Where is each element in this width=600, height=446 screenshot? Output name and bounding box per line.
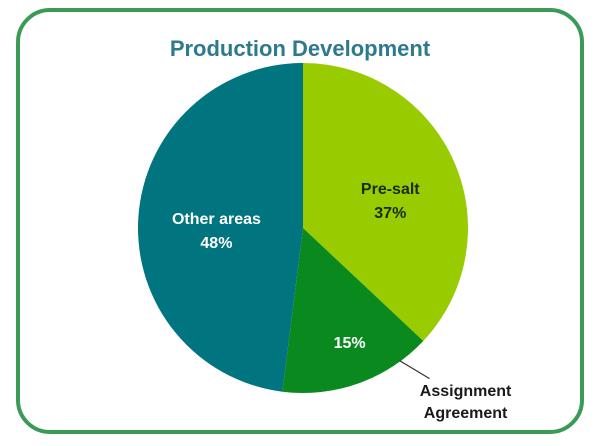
slice-value: 37% xyxy=(374,204,407,222)
slice-name: Pre-salt xyxy=(360,180,420,198)
leader-line xyxy=(399,360,430,380)
pie-slice xyxy=(282,228,424,393)
chart-title: Production Development xyxy=(169,36,431,61)
pie-slice xyxy=(137,63,303,392)
slice-name: Other areas xyxy=(171,211,261,229)
frame xyxy=(16,8,584,434)
slice-value: 15% xyxy=(333,335,366,353)
pie-slice xyxy=(303,63,468,341)
slice-name: Assignment Agreement xyxy=(419,382,512,422)
slice-value: 48% xyxy=(200,235,233,253)
